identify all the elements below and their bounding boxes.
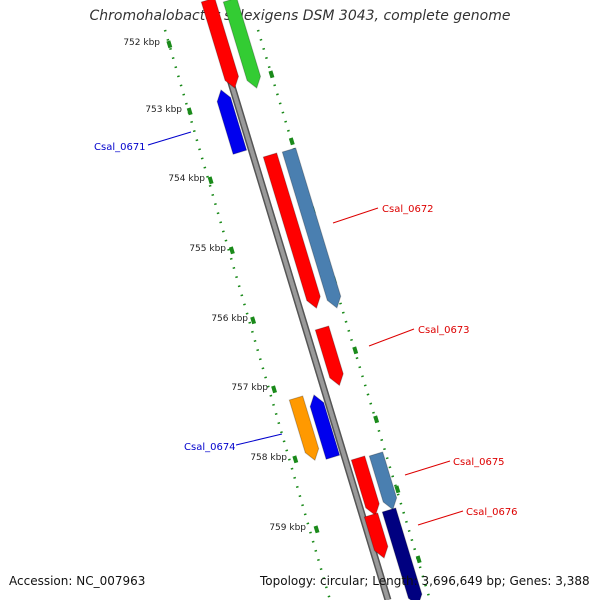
gene-arrow-csal-0676[interactable] bbox=[363, 512, 389, 559]
ruler-major-tick bbox=[250, 316, 257, 325]
topology-text: Topology: circular; Length: 3,696,649 bp… bbox=[260, 574, 590, 588]
gene-arrow[interactable] bbox=[368, 451, 398, 511]
ruler-label: 753 kbp bbox=[145, 105, 182, 115]
ruler-label: 754 kbp bbox=[168, 174, 205, 184]
gene-label-csal-0676[interactable]: Csal_0676 bbox=[466, 507, 518, 518]
gene-label-csal-0674[interactable]: Csal_0674 bbox=[184, 442, 236, 453]
genome-backbone bbox=[211, 28, 392, 600]
gene-leader-line bbox=[332, 207, 379, 224]
gene-arrow-csal-0675[interactable] bbox=[350, 455, 380, 517]
ruler-label: 756 kbp bbox=[211, 314, 248, 324]
gene-arrow-csal-0672[interactable] bbox=[281, 147, 342, 309]
ruler-major-tick bbox=[207, 176, 214, 185]
ruler-label: 752 kbp bbox=[123, 38, 160, 48]
ruler-label: 758 kbp bbox=[250, 453, 287, 463]
accession-text: Accession: NC_007963 bbox=[9, 574, 146, 588]
ruler-major-tick bbox=[288, 137, 295, 146]
ruler-major-tick bbox=[352, 346, 359, 355]
ruler-left bbox=[163, 29, 332, 600]
gene-arrow[interactable] bbox=[309, 394, 341, 460]
ruler-major-tick bbox=[373, 415, 380, 424]
ruler-label: 759 kbp bbox=[269, 523, 306, 533]
ruler-label: 757 kbp bbox=[231, 383, 268, 393]
ruler-major-tick bbox=[313, 525, 320, 534]
ruler-major-tick bbox=[415, 555, 422, 564]
ruler-major-tick bbox=[166, 40, 173, 49]
ruler-label: 755 kbp bbox=[189, 244, 226, 254]
gene-arrow[interactable] bbox=[222, 0, 262, 89]
gene-leader-line bbox=[235, 433, 283, 446]
gene-leader-line bbox=[147, 131, 192, 146]
gene-label-csal-0671[interactable]: Csal_0671 bbox=[94, 142, 146, 153]
gene-label-leaders bbox=[147, 131, 464, 526]
gene-arrow-csal-0671[interactable] bbox=[216, 89, 248, 155]
gene-label-csal-0675[interactable]: Csal_0675 bbox=[453, 457, 505, 468]
page-title: Chromohalobacter salexigens DSM 3043, co… bbox=[89, 8, 511, 24]
gene-label-csal-0673[interactable]: Csal_0673 bbox=[418, 325, 470, 336]
ruler-major-tick bbox=[394, 485, 401, 494]
gene-arrow[interactable] bbox=[262, 152, 321, 309]
gene-arrow-csal-0674[interactable] bbox=[288, 395, 320, 462]
ruler-right bbox=[256, 29, 432, 600]
gene-leader-line bbox=[417, 510, 464, 526]
gene-features[interactable] bbox=[200, 0, 423, 600]
major-ticks bbox=[166, 40, 422, 564]
ruler-major-tick bbox=[292, 455, 299, 464]
ruler-major-tick bbox=[228, 246, 235, 255]
gene-arrow[interactable] bbox=[200, 0, 240, 89]
gene-leader-line bbox=[368, 328, 415, 347]
ruler-major-tick bbox=[268, 70, 275, 79]
ruler-major-tick bbox=[271, 385, 277, 394]
gene-label-csal-0672[interactable]: Csal_0672 bbox=[382, 204, 434, 215]
gene-leader-line bbox=[404, 460, 451, 476]
gene-arrow-csal-0673[interactable] bbox=[314, 325, 344, 387]
ruler-major-tick bbox=[186, 107, 193, 116]
